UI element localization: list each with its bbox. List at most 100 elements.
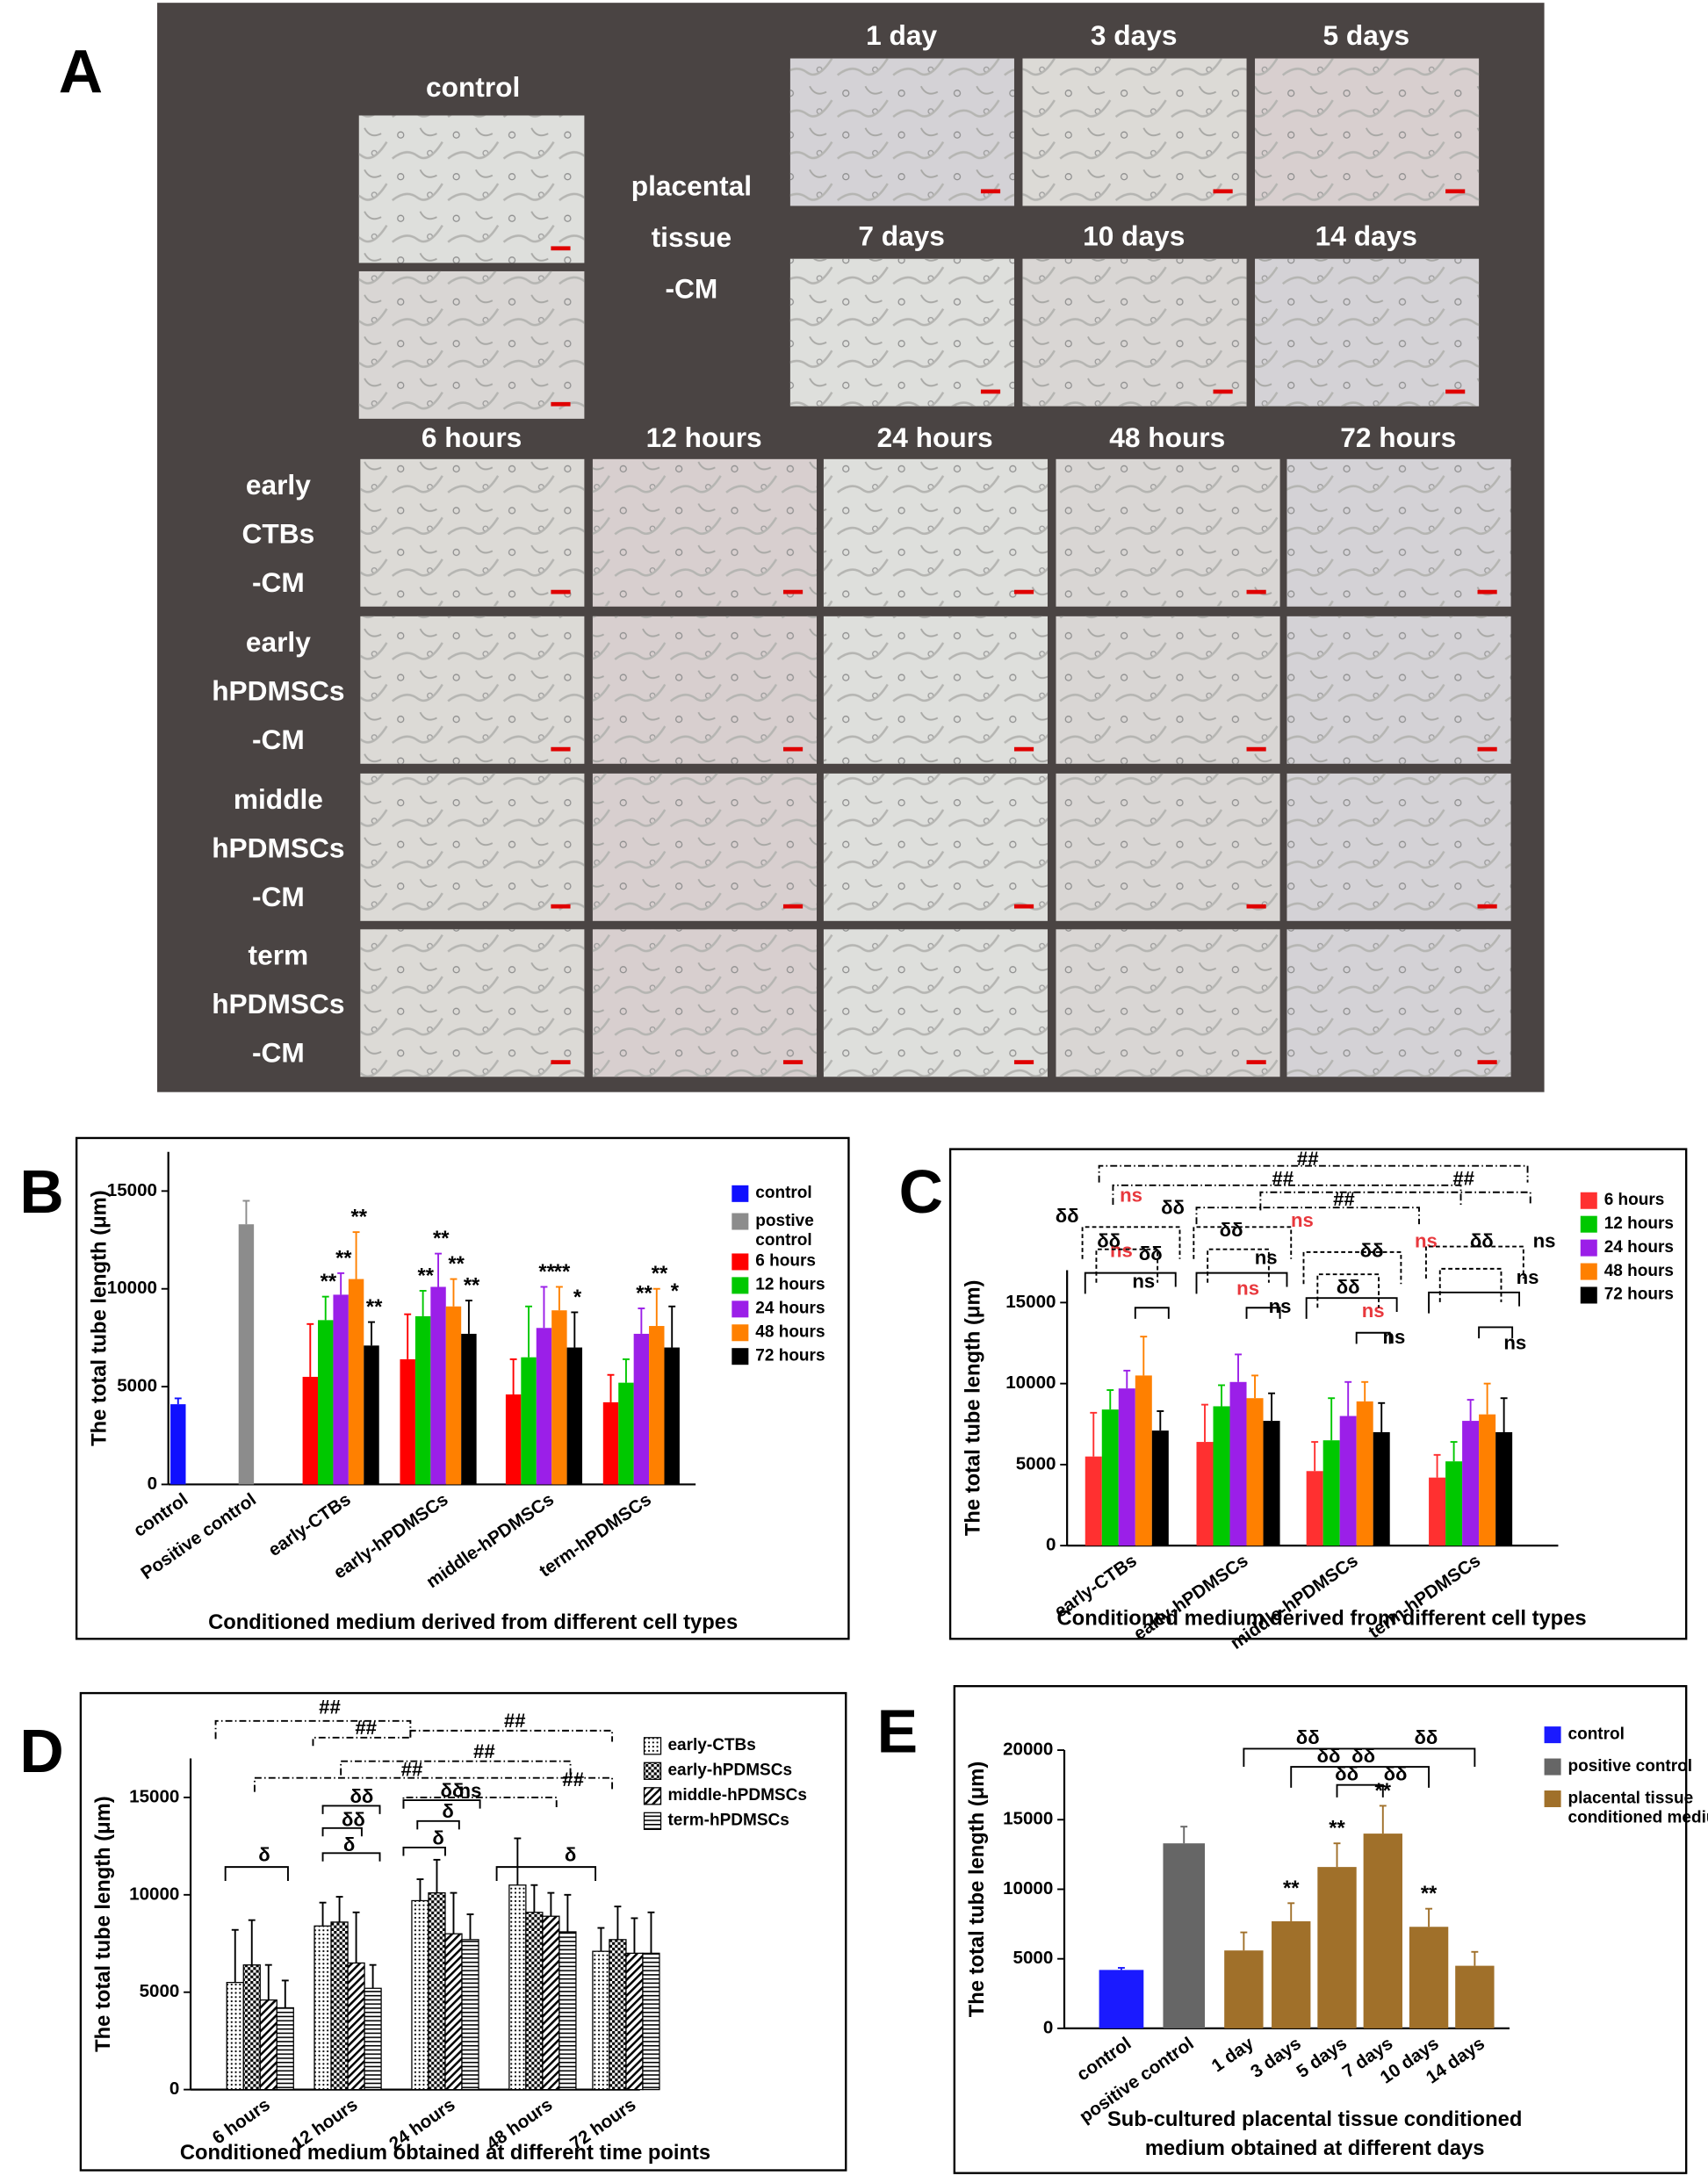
bracket xyxy=(1438,1267,1503,1302)
legend-swatch xyxy=(643,1762,662,1780)
error-bar xyxy=(1268,1392,1276,1422)
scale-bar xyxy=(1213,189,1233,194)
micrograph xyxy=(789,58,1014,206)
error-bar xyxy=(1251,1374,1258,1399)
micrograph-cells xyxy=(592,616,817,764)
legend-swatch xyxy=(731,1213,749,1230)
bar xyxy=(1213,1406,1230,1546)
bar xyxy=(525,1912,544,2091)
bar xyxy=(1455,1965,1495,2028)
bar xyxy=(302,1376,319,1485)
bracket xyxy=(1428,1291,1521,1314)
error-bar xyxy=(1471,1950,1479,1966)
error-bar xyxy=(404,1313,412,1359)
legend-label-box: positive control xyxy=(1568,1755,1693,1775)
bar xyxy=(1479,1414,1496,1546)
bracket xyxy=(1112,1184,1462,1206)
bar xyxy=(428,1891,446,2091)
micrograph xyxy=(1255,258,1480,407)
scale-bar xyxy=(1477,589,1497,594)
bar xyxy=(1163,1843,1206,2028)
scale-bar xyxy=(1013,904,1034,909)
bracket xyxy=(1355,1331,1391,1344)
bar xyxy=(649,1326,665,1485)
y-tick-label: 5000 xyxy=(1016,1453,1056,1473)
error-bar xyxy=(1201,1403,1208,1443)
bar xyxy=(592,1950,610,2091)
scale-bar xyxy=(1213,389,1233,394)
bar xyxy=(1246,1398,1264,1546)
significance-mark: ** xyxy=(636,1281,652,1305)
row-label: -CM xyxy=(665,272,717,304)
error-bar xyxy=(647,1911,655,1954)
bar xyxy=(1118,1388,1135,1546)
bar xyxy=(1099,1970,1144,2028)
row-label: hPDMSCs xyxy=(212,674,344,706)
annotation: ## xyxy=(504,1710,526,1732)
bar xyxy=(411,1899,429,2091)
bracket xyxy=(214,1719,412,1740)
error-bar xyxy=(368,1321,375,1346)
y-tick-label: 0 xyxy=(148,1473,157,1494)
error-bar xyxy=(433,1858,441,1893)
micrograph-cells xyxy=(592,773,817,921)
bar xyxy=(536,1328,552,1485)
bar xyxy=(461,1939,479,2091)
scale-bar xyxy=(1013,746,1034,752)
error-bar xyxy=(1467,1399,1474,1422)
row-label: middle xyxy=(234,783,323,815)
row-label: CTBs xyxy=(242,517,315,549)
significance-mark: ** xyxy=(538,1260,555,1284)
scale-bar xyxy=(782,904,804,909)
bar xyxy=(1135,1375,1152,1546)
annotation: δδ xyxy=(1097,1230,1121,1252)
micrograph-cells xyxy=(360,773,585,921)
legend-swatch xyxy=(643,1787,662,1805)
error-bar xyxy=(652,1287,660,1327)
micrograph xyxy=(358,115,585,263)
bracket xyxy=(1195,1272,1288,1294)
significance-mark: ** xyxy=(554,1260,571,1284)
micrograph xyxy=(592,458,817,607)
micrograph-cells xyxy=(1255,258,1480,407)
significance-mark: ** xyxy=(1329,1817,1345,1841)
annotation: ns xyxy=(1533,1230,1556,1252)
x-axis-label: Conditioned medium obtained at different… xyxy=(180,2141,710,2165)
annotation: δδ xyxy=(1470,1230,1494,1252)
micrograph xyxy=(1286,458,1511,607)
error-bar xyxy=(631,1917,638,1954)
annotation: ns xyxy=(1255,1247,1278,1269)
column-label: 14 days xyxy=(1315,220,1417,251)
x-tick-label: 3 days xyxy=(1247,2033,1305,2082)
micrograph xyxy=(1286,929,1511,1077)
micrograph xyxy=(823,773,1048,921)
y-tick-label: 10000 xyxy=(1003,1878,1053,1898)
micrograph xyxy=(360,458,585,607)
row-label: early xyxy=(246,626,311,658)
error-bar xyxy=(1433,1453,1441,1478)
column-label: 3 days xyxy=(1091,19,1178,51)
bar xyxy=(1272,1920,1311,2028)
y-axis-label: The total tube length (μm) xyxy=(87,1190,111,1446)
micrograph xyxy=(1056,929,1280,1077)
error-bar xyxy=(1140,1336,1148,1376)
annotation: δ xyxy=(258,1843,270,1865)
error-bar xyxy=(1157,1410,1164,1431)
y-tick-label: 0 xyxy=(1043,2017,1053,2037)
error-bar xyxy=(607,1373,615,1402)
bar xyxy=(559,1931,577,2091)
scale-bar xyxy=(551,401,571,407)
legend-swatch xyxy=(1580,1192,1597,1209)
bracket xyxy=(416,1819,460,1830)
significance-mark: ** xyxy=(448,1252,465,1276)
legend-swatch xyxy=(731,1300,749,1318)
legend-label-box: 12 hours xyxy=(755,1274,825,1293)
legend-label-box: early-CTBs xyxy=(667,1735,755,1754)
significance-mark: ** xyxy=(418,1264,435,1287)
panel-letter: E xyxy=(877,1697,918,1766)
bar xyxy=(1356,1401,1373,1546)
scale-bar xyxy=(551,746,571,752)
legend-label: early-hPDMSCs xyxy=(667,1760,793,1780)
